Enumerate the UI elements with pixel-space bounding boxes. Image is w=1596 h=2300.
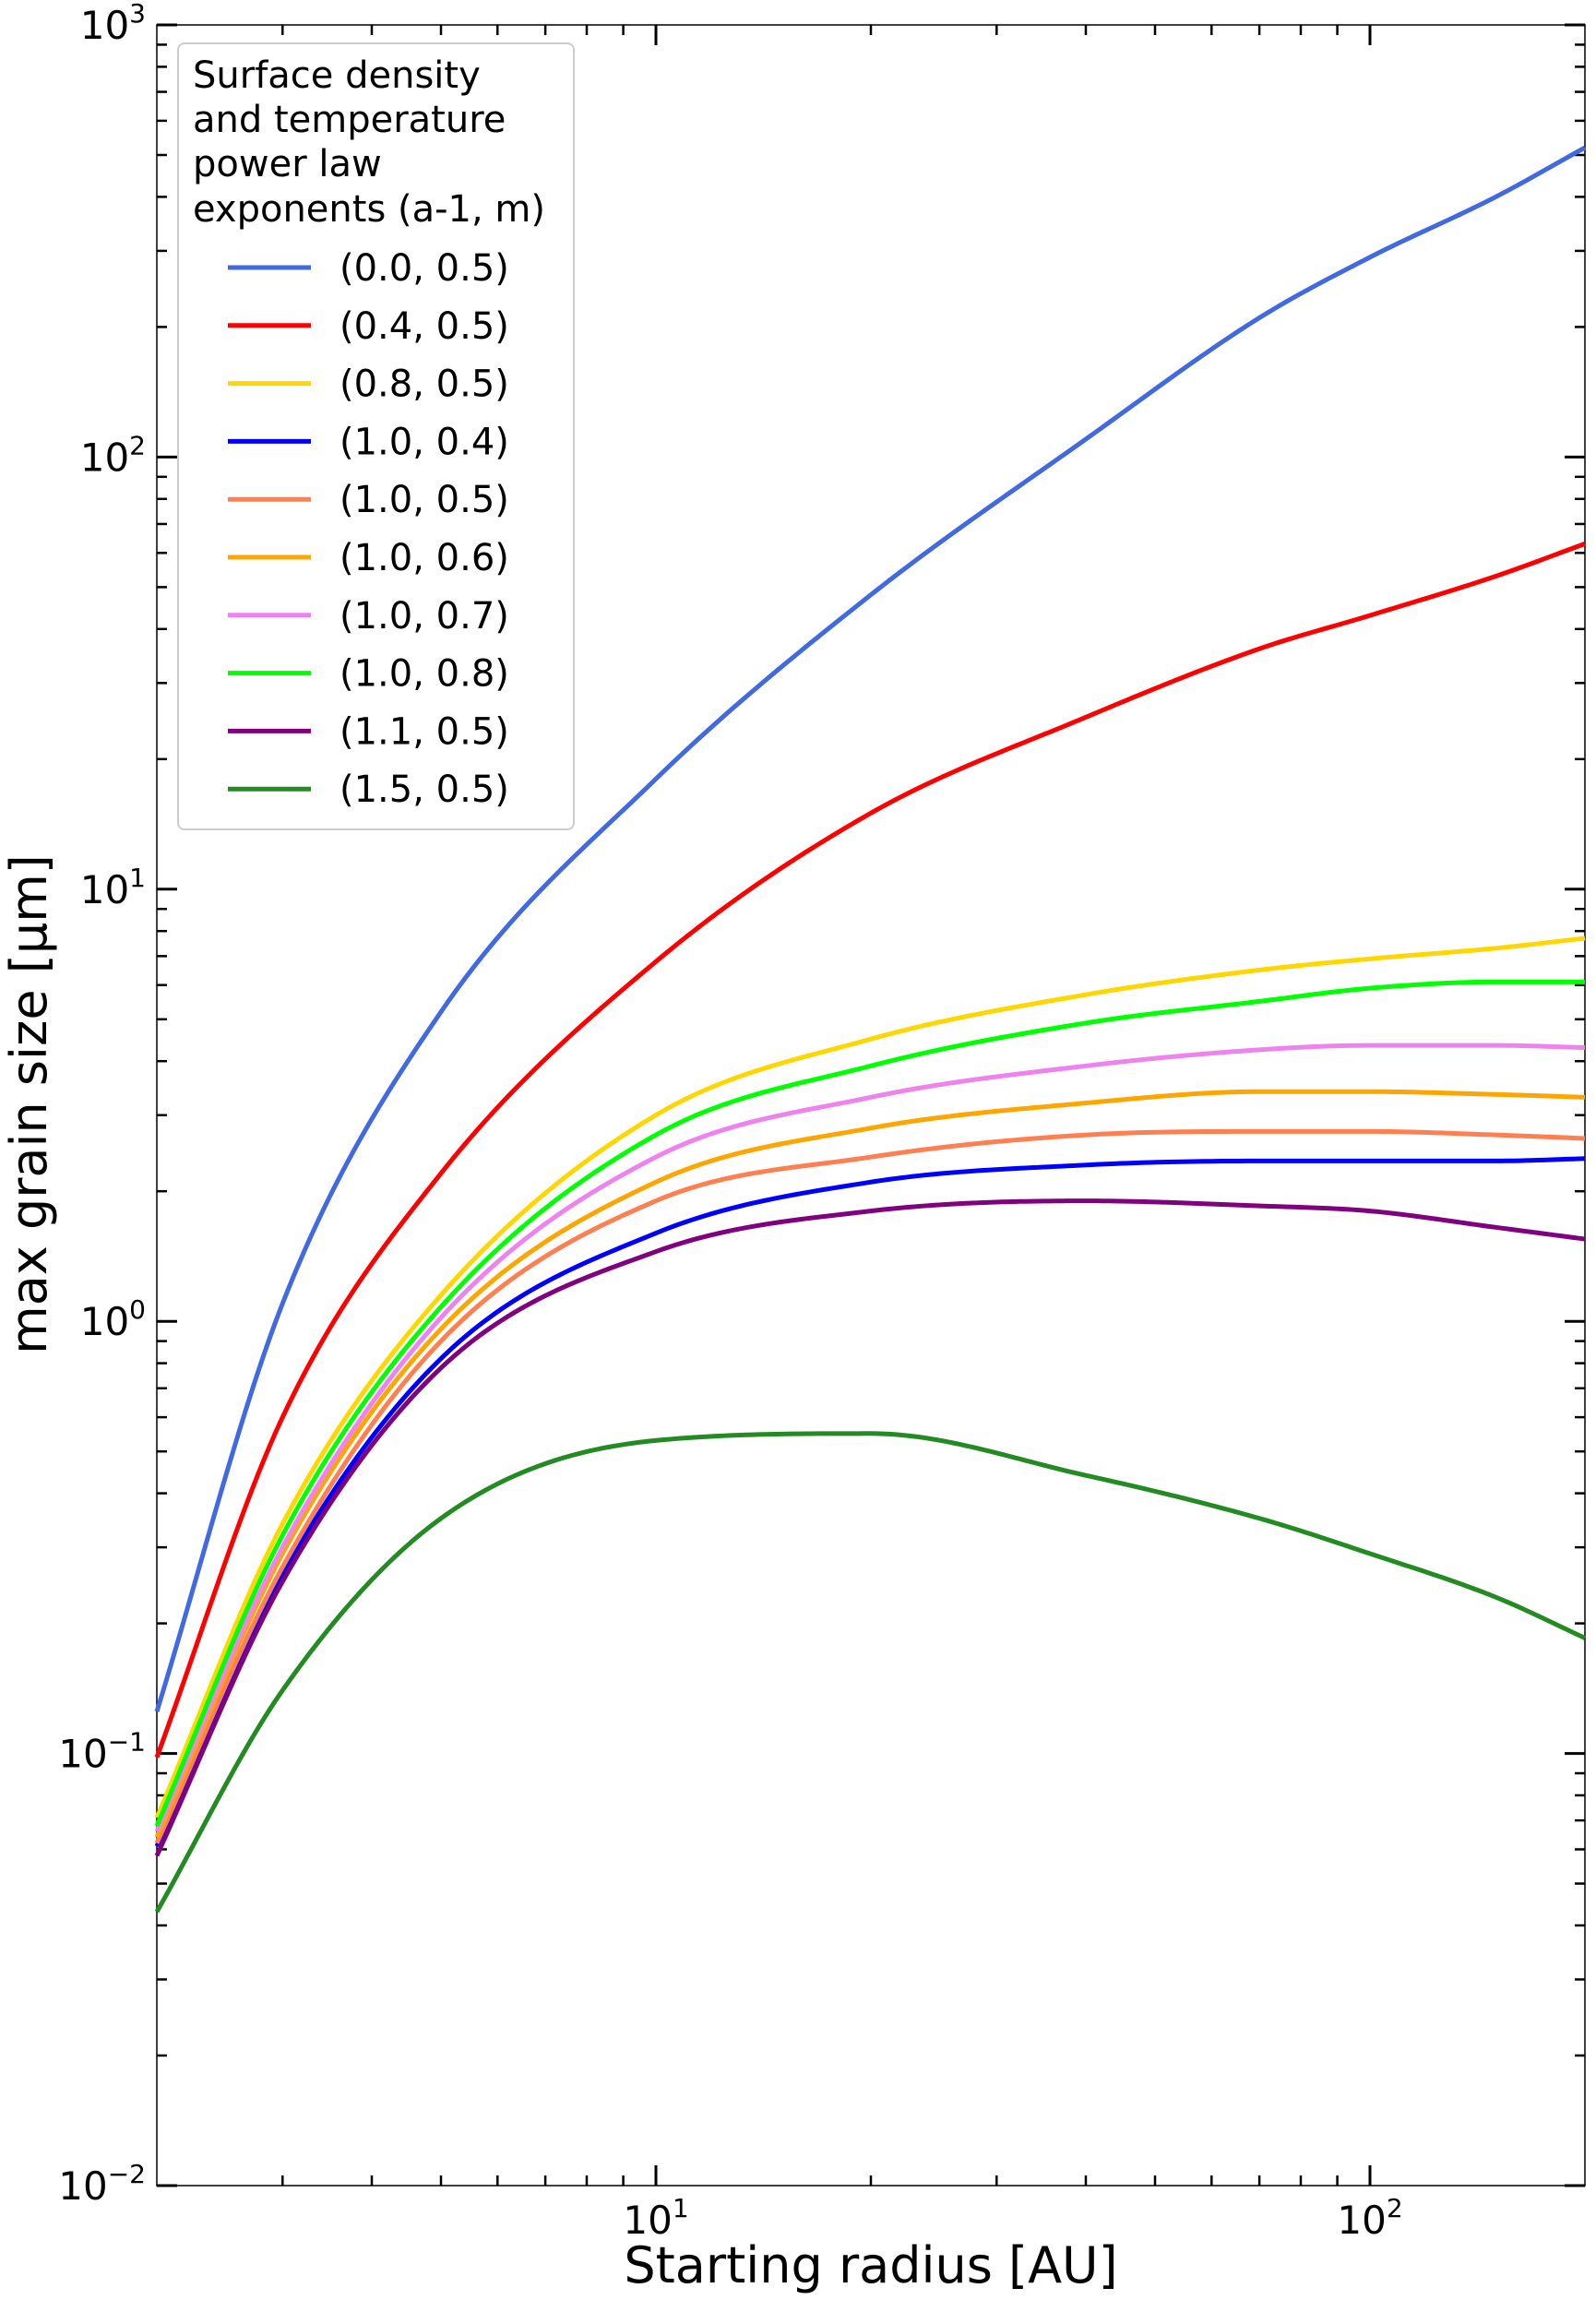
y-tick-label: 10−2 [58,2159,146,2209]
series-line-10 [154,1431,1587,1913]
y-tick-label: 103 [80,0,146,48]
legend-entry-label-8: (1.0, 0.8) [339,653,509,696]
y-axis-label: max grain size [μm] [0,854,58,1354]
series-line-3 [154,935,1586,1819]
series-line-1 [154,145,1587,1712]
series-line-6 [154,1089,1586,1839]
legend-entry-label-4: (1.0, 0.4) [339,421,509,463]
legend-entry-label-3: (0.8, 0.5) [339,363,509,406]
major-ticks [157,23,1585,2187]
y-tick-label: 100 [80,1294,146,1344]
legend: Surface density and temperature power la… [177,42,575,830]
tick-labels: 101 102 10−2 10−1 100 101 102 103 [58,0,1402,2243]
legend-title-line-4: exponents (a-1, m) [193,188,545,231]
legend-title-line-3: power law [193,143,382,185]
legend-entry-label-7: (1.0, 0.7) [339,595,509,638]
legend-entry-label-6: (1.0, 0.6) [339,537,509,579]
x-tick-label: 102 [1337,2193,1402,2243]
legend-title-line-2: and temperature [193,99,506,141]
series-line-7 [154,1043,1586,1833]
legend-entry-label-2: (0.4, 0.5) [339,305,509,348]
legend-title-line-1: Surface density [193,54,481,97]
series-line-8 [154,979,1585,1828]
legend-entry-label-9: (1.1, 0.5) [339,710,509,753]
minor-ticks [157,25,1585,2186]
legend-entry-label-10: (1.5, 0.5) [339,769,509,811]
y-tick-label: 10−1 [58,1727,146,1777]
legend-entry-label-5: (1.0, 0.5) [339,479,509,521]
legend-entries: (0.0, 0.5) (0.4, 0.5) (0.8, 0.5) (1.0, 0.4)… [228,247,509,811]
legend-entry-label-1: (0.0, 0.5) [339,247,509,290]
y-tick-label: 102 [80,430,146,480]
x-axis-label: Starting radius [AU] [624,2236,1117,2294]
series-line-4 [154,1156,1586,1848]
x-tick-label: 101 [623,2193,688,2243]
series-line-5 [154,1128,1586,1844]
series-lines [154,145,1587,1913]
legend-box [177,42,575,830]
series-line-2 [154,542,1586,1758]
series-line-9 [154,1198,1586,1857]
y-tick-label: 101 [80,863,146,912]
